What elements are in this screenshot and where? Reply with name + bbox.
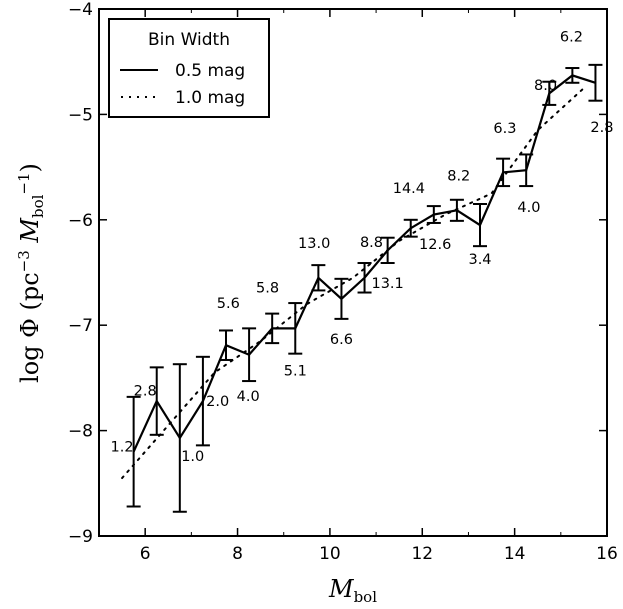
count-label: 4.0 [237,389,260,405]
x-axis-label: Mbol [328,575,377,606]
y-tick-label: −8 [68,422,93,442]
y-tick-label: −5 [68,105,93,125]
count-label: 2.0 [206,394,229,410]
count-label: 2.8 [590,120,613,136]
series-0-5-mag-line [132,74,596,453]
x-tick-label: 12 [411,544,433,564]
count-label: 13.0 [298,236,330,252]
legend-title: Bin Width [148,30,230,50]
legend-label-0-5-mag: 0.5 mag [175,61,245,81]
x-tick-label: 14 [504,544,526,564]
count-label: 8.2 [447,169,470,185]
y-tick-label: −9 [68,527,93,547]
count-label: 5.6 [217,296,240,312]
count-label: 6.2 [560,29,583,45]
count-label: 4.0 [517,200,540,216]
count-label: 6.6 [330,332,353,348]
count-label: 13.1 [371,276,403,292]
legend-box [108,18,270,118]
x-tick-label: 8 [232,544,243,564]
x-tick-label: 10 [319,544,341,564]
count-label: 14.4 [393,181,425,197]
count-annotations: 1.2 2.8 1.0 2.0 5.6 4.0 5.8 5.1 13.0 6.6 8.8 13.1 14… [111,29,614,464]
y-tick-label: −7 [68,316,93,336]
count-label: 12.6 [419,237,451,253]
count-label: 3.4 [468,252,491,268]
count-label: 8.8 [360,235,383,251]
x-tick-label: 6 [140,544,151,564]
y-tick-label: −4 [68,0,93,20]
legend: Bin Width 0.5 mag 1.0 mag [108,18,270,118]
x-tick-label: 16 [596,544,618,564]
count-label: 8.0 [534,78,557,94]
legend-label-1-0-mag: 1.0 mag [175,88,245,108]
plot-frame [98,8,608,537]
axis-ticks: 6 8 10 12 14 16 −9 −8 −7 −6 −5 −4 [68,0,618,564]
y-axis-label: log Φ (pc−3 Mbol−1) [15,163,47,383]
count-label: 5.1 [284,364,307,380]
count-label: 1.2 [111,439,134,455]
count-label: 1.0 [181,449,204,465]
count-label: 5.8 [256,280,279,296]
series-layer [121,63,603,513]
y-tick-label: −6 [68,211,93,231]
count-label: 2.8 [134,384,157,400]
count-label: 6.3 [493,121,516,137]
